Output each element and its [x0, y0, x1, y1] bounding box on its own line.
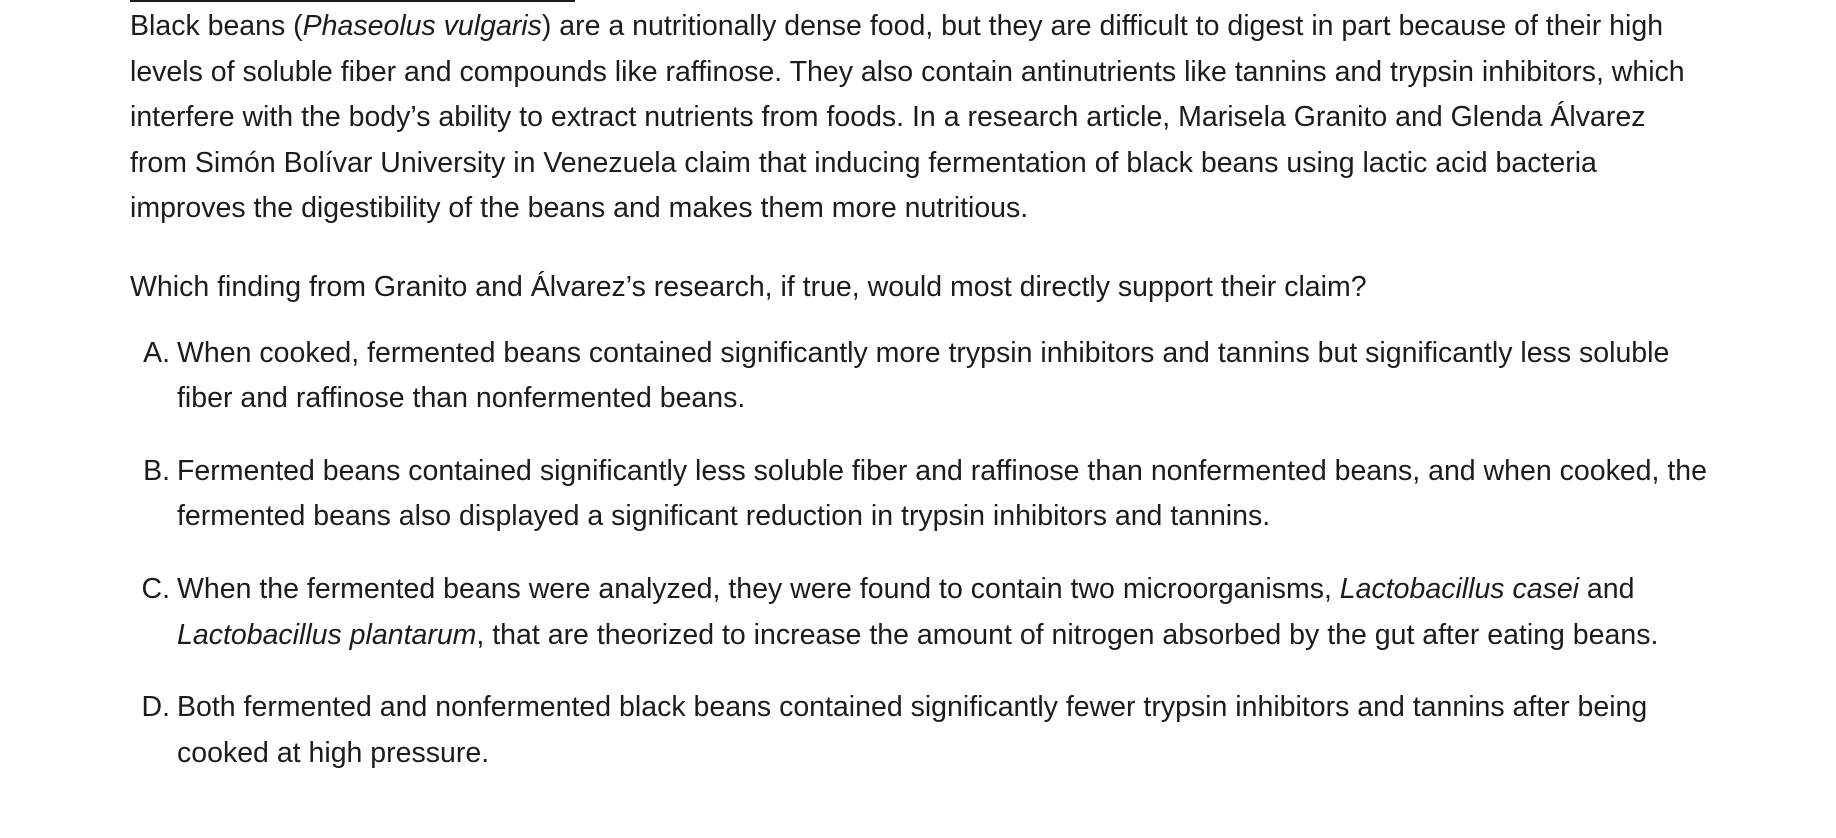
- answer-choice-a[interactable]: A. When cooked, fermented beans containe…: [130, 331, 1710, 422]
- choice-scientific-name: Lactobacillus casei: [1339, 572, 1579, 605]
- passage-scientific-name: Phaseolus vulgaris: [302, 10, 542, 42]
- choice-text-part: and: [1579, 572, 1635, 605]
- choice-text: Fermented beans contained significantly …: [177, 454, 1707, 533]
- passage-text-part: ) are a nutritionally dense food, but th…: [130, 10, 1685, 225]
- choice-text: When the fermented beans were analyzed, …: [170, 567, 1710, 658]
- answer-choice-b[interactable]: B. Fermented beans contained significant…: [130, 449, 1710, 540]
- choice-letter: A.: [143, 336, 170, 369]
- question-prompt: Which finding from Granito and Álvarez’s…: [130, 270, 1367, 303]
- choice-letter: B.: [143, 454, 170, 487]
- choice-text-part: , that are theorized to increase the amo…: [476, 618, 1659, 651]
- passage-text: Black beans (Phaseolus vulgaris) are a n…: [130, 4, 1710, 232]
- answer-choice-c[interactable]: C. When the fermented beans were analyze…: [130, 567, 1710, 658]
- top-divider: [130, 0, 575, 2]
- choice-letter: C.: [141, 572, 171, 605]
- choice-text-part: When the fermented beans were analyzed, …: [177, 572, 1340, 605]
- answer-choice-d[interactable]: D. Both fermented and nonfermented black…: [130, 685, 1710, 776]
- choice-text: When cooked, fermented beans contained s…: [177, 336, 1670, 415]
- question-content: Black beans (Phaseolus vulgaris) are a n…: [130, 4, 1710, 776]
- choice-letter: D.: [141, 691, 171, 724]
- choice-text: Both fermented and nonfermented black be…: [177, 691, 1648, 769]
- answer-choices: A. When cooked, fermented beans containe…: [130, 331, 1710, 777]
- passage-text-part: Black beans (: [130, 10, 303, 42]
- choice-scientific-name: Lactobacillus plantarum: [177, 618, 477, 651]
